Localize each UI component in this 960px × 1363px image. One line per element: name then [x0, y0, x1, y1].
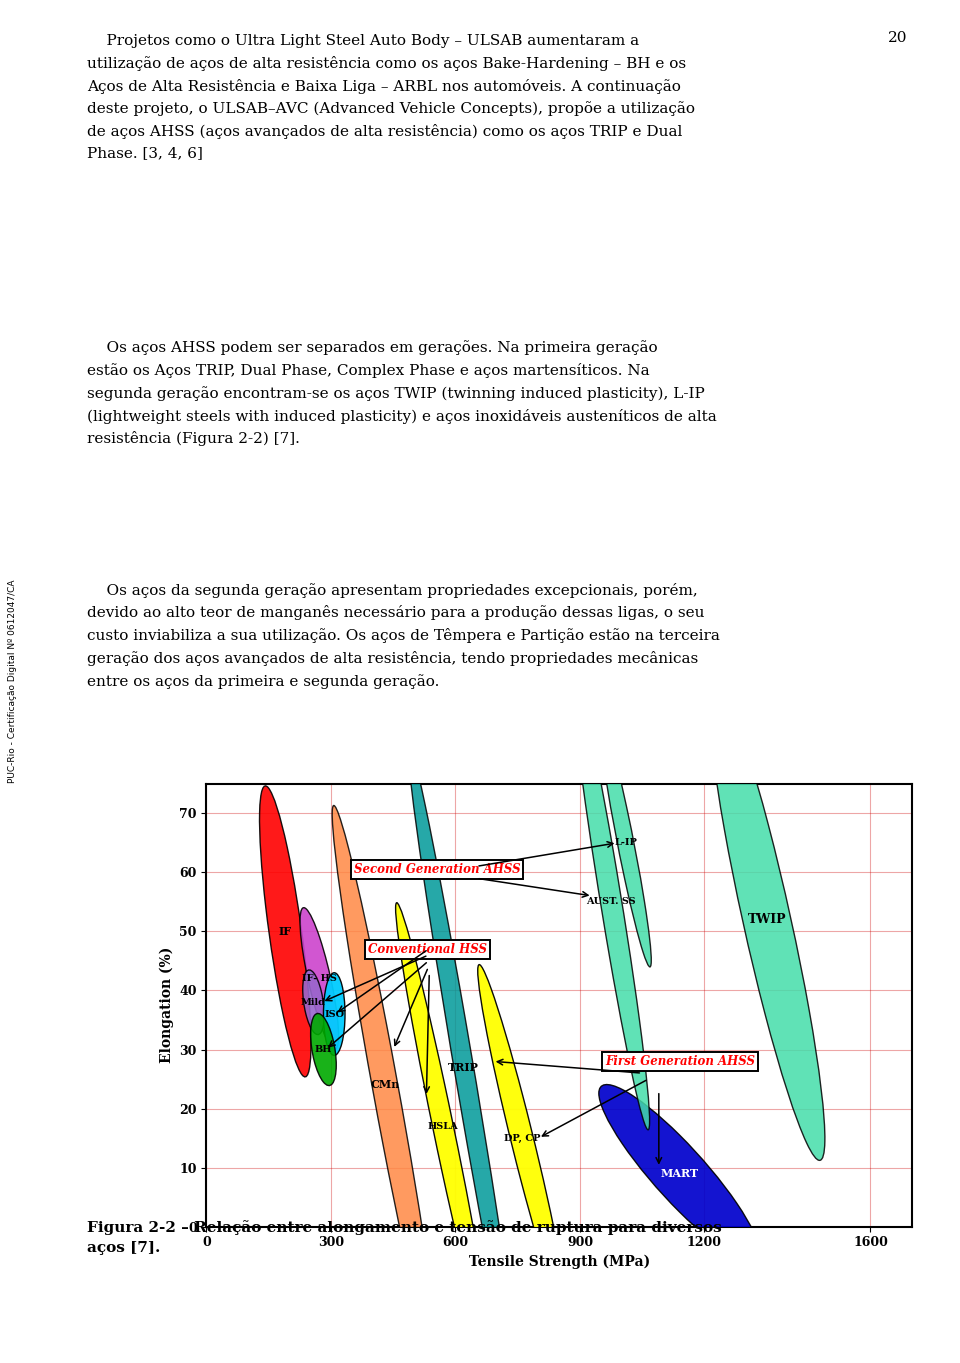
Text: TRIP: TRIP — [448, 1062, 479, 1073]
Ellipse shape — [408, 743, 519, 1363]
Text: PUC-Rio - Certificação Digital Nº 0612047/CA: PUC-Rio - Certificação Digital Nº 061204… — [8, 579, 17, 784]
Text: L-IP: L-IP — [614, 838, 637, 848]
Text: Projetos como o Ultra Light Steel Auto Body – ULSAB aumentaram a
utilização de a: Projetos como o Ultra Light Steel Auto B… — [87, 34, 695, 161]
Ellipse shape — [708, 679, 825, 1160]
Text: BH: BH — [315, 1045, 332, 1054]
Y-axis label: Elongation (%): Elongation (%) — [159, 947, 174, 1063]
Text: Os aços da segunda geração apresentam propriedades excepcionais, porém,
devido a: Os aços da segunda geração apresentam pr… — [87, 582, 720, 688]
Ellipse shape — [300, 908, 339, 1050]
Text: First Generation AHSS: First Generation AHSS — [605, 1055, 755, 1067]
Text: Os aços AHSS podem ser separados em gerações. Na primeira geração
estão os Aços : Os aços AHSS podem ser separados em gera… — [87, 341, 717, 446]
Text: AUST. SS: AUST. SS — [587, 897, 636, 906]
Text: MART: MART — [660, 1168, 699, 1179]
Text: DP, CP: DP, CP — [504, 1134, 540, 1142]
Text: Conventional HSS: Conventional HSS — [369, 943, 488, 955]
Ellipse shape — [478, 965, 566, 1311]
Ellipse shape — [311, 1014, 336, 1085]
Text: IF: IF — [278, 925, 292, 936]
Ellipse shape — [302, 970, 324, 1035]
Text: Mild: Mild — [301, 998, 326, 1007]
X-axis label: Tensile Strength (MPa): Tensile Strength (MPa) — [468, 1255, 650, 1269]
Text: TWIP: TWIP — [748, 913, 786, 925]
Text: ISO: ISO — [324, 1010, 345, 1018]
Text: 20: 20 — [888, 31, 907, 45]
Ellipse shape — [396, 902, 491, 1349]
Text: Figura 2-2 – Relação entre alongamento e tensão de ruptura para diversos
aços [7: Figura 2-2 – Relação entre alongamento e… — [87, 1220, 722, 1255]
Ellipse shape — [332, 806, 438, 1363]
Text: IF- HS: IF- HS — [301, 975, 337, 983]
Ellipse shape — [600, 718, 651, 966]
Text: HSLA: HSLA — [427, 1122, 458, 1131]
Ellipse shape — [324, 973, 345, 1055]
Ellipse shape — [259, 786, 311, 1077]
Ellipse shape — [599, 1085, 760, 1262]
Text: Second Generation AHSS: Second Generation AHSS — [353, 863, 520, 876]
Text: CMn: CMn — [371, 1079, 399, 1090]
Ellipse shape — [572, 673, 650, 1130]
